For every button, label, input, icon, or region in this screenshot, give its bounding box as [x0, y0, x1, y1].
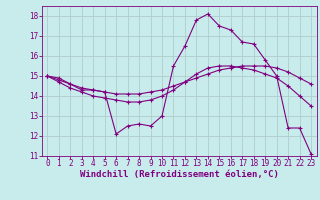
X-axis label: Windchill (Refroidissement éolien,°C): Windchill (Refroidissement éolien,°C) — [80, 170, 279, 179]
